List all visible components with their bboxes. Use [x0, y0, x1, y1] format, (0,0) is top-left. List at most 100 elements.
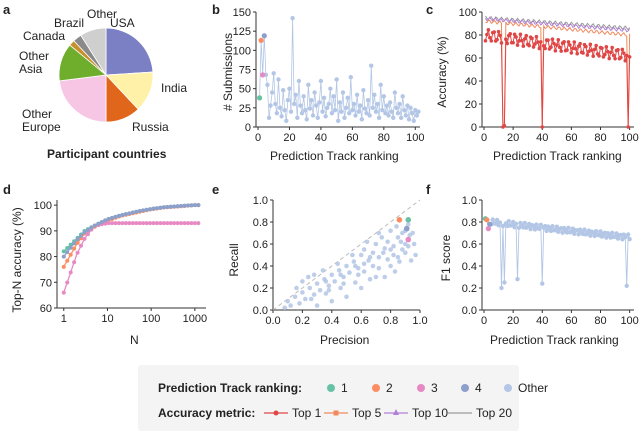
accuracy-point-top1 — [569, 51, 574, 55]
submission-point — [391, 115, 396, 121]
topn-point-rank-4 — [134, 209, 139, 214]
f1-point — [534, 222, 539, 227]
accuracy-line-top-10 — [485, 16, 631, 33]
submission-point — [353, 113, 358, 118]
topn-point-rank-3 — [75, 250, 80, 255]
submission-point — [343, 105, 349, 111]
submission-point — [394, 105, 399, 111]
panel-d-x-tick-label: 1000 — [183, 313, 207, 325]
precision-recall-point — [376, 265, 382, 271]
panel-b-y-tick-label: 50 — [239, 84, 251, 96]
pie-label-brazil: Brazil — [54, 16, 84, 30]
topn-point-rank-3 — [151, 221, 156, 226]
accuracy-point-top1 — [553, 48, 558, 53]
topn-point-rank-4 — [148, 207, 153, 212]
panel-e-x-tick-label: 0.0 — [265, 315, 280, 327]
accuracy-point-top1 — [549, 45, 553, 49]
submission-point — [334, 77, 339, 82]
precision-recall-point — [323, 279, 329, 284]
panel-e-x-tick-label: 1.0 — [412, 315, 427, 327]
legend-metric-label: Top 20 — [476, 406, 512, 420]
submission-point — [408, 105, 413, 111]
topn-point-rank-3 — [148, 221, 153, 226]
submission-point — [361, 88, 366, 93]
precision-recall-point — [370, 250, 376, 256]
submission-point — [416, 109, 421, 114]
topn-point-rank-4 — [110, 215, 115, 220]
panel-label-e: e — [212, 182, 219, 197]
submission-point — [378, 82, 383, 88]
precision-recall-point — [317, 287, 323, 293]
submission-point — [282, 107, 287, 113]
submission-point-rank-2 — [258, 37, 264, 43]
precision-recall-point — [408, 258, 414, 263]
panel-c-y-tick-label: 0 — [471, 122, 477, 134]
submission-point — [313, 103, 319, 108]
precision-recall-point-rank-1 — [405, 217, 412, 223]
topn-point-rank-2 — [65, 258, 70, 263]
submission-point — [370, 105, 376, 111]
accuracy-point-top1 — [611, 53, 616, 58]
legend-metric-label: Top 5 — [352, 406, 382, 420]
accuracy-point-top1 — [534, 34, 539, 39]
submission-point — [268, 103, 273, 108]
submission-point — [310, 113, 316, 118]
topn-point-rank-4 — [189, 203, 194, 208]
accuracy-point-top1 — [559, 49, 563, 53]
topn-point-rank-2 — [61, 264, 66, 269]
panel-label-b: b — [212, 2, 220, 17]
legend-ranking-marker — [417, 384, 425, 392]
submission-point — [354, 92, 360, 98]
submission-point — [365, 97, 371, 103]
precision-recall-point — [353, 263, 358, 269]
panel-d-y-tick-label: 90 — [40, 226, 52, 238]
f1-point — [499, 285, 504, 291]
f1-point-rank-2 — [484, 217, 490, 223]
accuracy-line-top-5 — [485, 19, 631, 129]
panel-f-x-tick-label: 80 — [594, 315, 606, 327]
accuracy-point-top1 — [597, 54, 601, 58]
accuracy-point-top1 — [587, 49, 591, 54]
accuracy-point-top1 — [555, 43, 559, 47]
precision-recall-point — [311, 292, 317, 297]
panel-c-x-tick-label: 80 — [594, 132, 606, 144]
precision-recall-point-rank-2 — [396, 217, 403, 223]
submission-point — [400, 94, 405, 99]
f1-point — [588, 233, 593, 238]
submission-point — [373, 109, 379, 114]
f1-point — [502, 280, 507, 285]
legend-metric-marker — [393, 409, 399, 415]
submission-point — [277, 105, 283, 111]
panel-b-x-tick-label: 0 — [255, 132, 261, 144]
panel-label-a: a — [3, 2, 11, 17]
accuracy-point-top1 — [585, 53, 590, 57]
topn-point-rank-4 — [161, 205, 166, 210]
x-axis-label-d: N — [130, 333, 139, 347]
accuracy-point-top1 — [527, 43, 531, 48]
panel-f-x-tick-label: 100 — [620, 315, 638, 327]
submission-point — [279, 114, 284, 119]
f1-point — [528, 226, 533, 232]
precision-recall-point — [397, 259, 402, 264]
precision-recall-point — [385, 239, 390, 245]
f1-point — [497, 220, 503, 225]
topn-point-rank-4 — [144, 207, 149, 212]
panel-d-y-tick-label: 60 — [40, 303, 52, 315]
submission-point — [402, 107, 407, 113]
panel-d-y-tick-label: 80 — [40, 252, 52, 264]
topn-point-rank-4 — [99, 220, 104, 225]
submission-point — [299, 111, 305, 116]
f1-point — [538, 222, 543, 227]
precision-recall-point — [405, 221, 411, 227]
legend-background — [138, 365, 519, 431]
submission-point — [306, 82, 311, 88]
f1-point — [623, 234, 628, 240]
submission-point — [290, 15, 295, 21]
f1-point — [513, 221, 519, 227]
panel-label-c: c — [426, 2, 433, 17]
precision-recall-point — [367, 254, 373, 260]
submission-point-rank-1 — [256, 95, 263, 101]
submission-point — [296, 78, 302, 84]
submission-point — [369, 63, 374, 68]
panel-b-x-tick-label: 100 — [406, 132, 424, 144]
